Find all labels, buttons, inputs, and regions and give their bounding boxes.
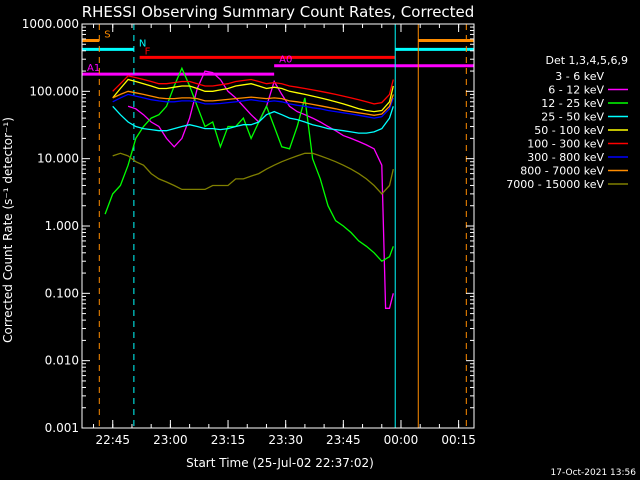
legend-entry: 800 - 7000 keV [520,165,604,178]
x-tick-label: 00:15 [441,433,476,447]
plot-timestamp: 17-Oct-2021 13:56 [551,468,637,478]
y-axis-ticks: 1000.000 100.000 10.000 1.000 0.100 0.010 0.00… [22,17,474,435]
series-3-6keV [196,145,393,409]
series-50-100keV [112,78,394,113]
series-lines [104,66,394,409]
legend-entry: 3 - 6 keV [555,70,604,83]
x-tick-label: 22:45 [95,433,130,447]
flag-label-s: S [104,29,110,40]
flag-label-a1: A1 [87,63,100,74]
y-tick-label: 10.000 [37,152,79,166]
y-tick-label: 100.000 [29,84,79,98]
series-300-800keV [112,93,394,119]
x-tick-label: 00:00 [384,433,419,447]
series-25-50keV [112,105,394,134]
flag-bars: S NF A0 A1 [82,29,474,76]
plot-frame [81,23,475,429]
x-tick-label: 23:00 [153,433,188,447]
legend-entry: 12 - 25 keV [541,97,604,110]
series-12-25keV [104,66,394,263]
legend-entry: 300 - 800 keV [527,151,604,164]
series-7000-15000keV [112,152,394,195]
legend-entry: 7000 - 15000 keV [506,178,604,191]
legend-entry: 6 - 12 keV [548,84,604,97]
y-tick-label: 1.000 [45,219,79,233]
x-tick-label: 23:45 [326,433,361,447]
flag-label-n: N [139,38,146,49]
x-axis-ticks: 22:45 23:00 23:15 23:30 23:45 00:00 00:15 [93,24,476,447]
y-tick-label: 1000.000 [22,17,79,31]
x-axis-label: Start Time (25-Jul-02 22:37:02) [186,456,374,470]
series-100-300keV [112,75,394,105]
series-800-7000keV [112,90,394,116]
legend-entry: 25 - 50 keV [541,111,604,124]
flag-label-f: F [145,46,151,57]
y-axis-label: Corrected Count Rate (s⁻¹ detector⁻¹) [1,117,15,343]
legend-header: Det 1,3,4,5,6,9 [545,54,628,67]
x-tick-label: 23:30 [268,433,303,447]
y-tick-label: 0.100 [45,286,79,300]
legend-entry: 100 - 300 keV [527,138,604,151]
flag-label-a0: A0 [279,55,292,66]
chart-title: RHESSI Observing Summary Count Rates, Co… [82,3,475,21]
x-tick-label: 23:15 [211,433,246,447]
y-tick-label: 0.001 [45,421,79,435]
y-tick-label: 0.010 [45,354,79,368]
legend-entry: 50 - 100 keV [534,124,604,137]
